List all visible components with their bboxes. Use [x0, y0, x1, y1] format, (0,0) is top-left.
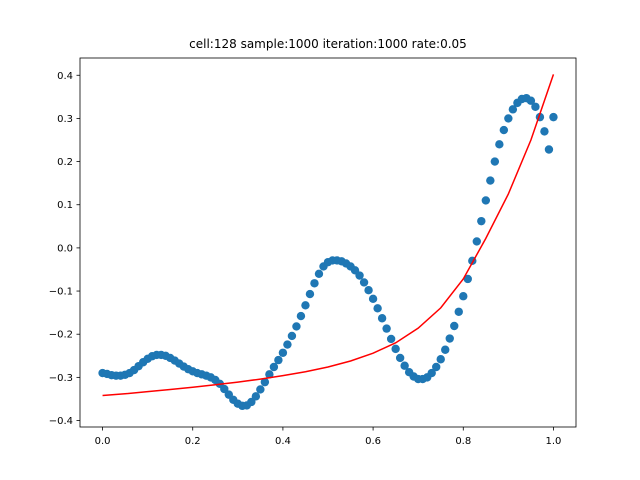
scatter-point — [314, 269, 324, 278]
y-tick-label: 0.0 — [57, 243, 73, 254]
scatter-point — [283, 340, 292, 349]
x-tick-label: 0.8 — [455, 436, 471, 447]
x-tick-label: 1.0 — [546, 436, 562, 447]
scatter-point — [269, 362, 279, 372]
scatter-point — [441, 345, 450, 354]
scatter-point — [359, 278, 369, 287]
x-tick-label: 0.0 — [95, 436, 111, 447]
x-tick-label: 0.4 — [275, 436, 291, 447]
scatter-point — [247, 397, 256, 407]
scatter-point — [490, 157, 500, 166]
scatter-point — [495, 140, 504, 149]
scatter-point — [463, 274, 472, 284]
scatter-point — [508, 105, 518, 114]
scatter-point — [301, 301, 310, 310]
y-tick-label: 0.1 — [57, 200, 73, 211]
y-tick-label: −0.3 — [49, 373, 73, 384]
scatter-point — [454, 307, 463, 316]
x-tick-label: 0.6 — [365, 436, 381, 447]
scatter-point — [287, 331, 297, 341]
y-tick-label: 0.4 — [57, 71, 73, 82]
x-tick-label: 0.2 — [185, 436, 201, 447]
scatter-point — [220, 384, 229, 394]
scatter-point — [391, 344, 400, 354]
scatter-point — [296, 311, 306, 321]
scatter-point — [459, 292, 468, 301]
scatter-point — [427, 368, 436, 378]
y-tick-label: −0.2 — [49, 330, 73, 341]
y-tick-label: −0.1 — [49, 287, 73, 298]
scatter-point — [274, 355, 283, 365]
scatter-point — [486, 176, 495, 185]
scatter-point — [540, 127, 549, 136]
scatter-point — [377, 314, 387, 323]
scatter-point — [472, 237, 481, 246]
scatter-point — [481, 196, 491, 205]
scatter-point — [364, 285, 373, 295]
scatter-point — [544, 145, 554, 154]
plot-area — [98, 74, 558, 411]
scatter-point — [368, 294, 378, 304]
scatter-point — [251, 392, 261, 401]
scatter-point — [504, 114, 513, 123]
scatter-point — [436, 355, 445, 364]
scatter-point — [386, 334, 396, 344]
scatter-point — [278, 348, 288, 357]
y-tick-label: −0.4 — [49, 416, 73, 427]
scatter-point — [256, 385, 265, 394]
axes: 0.0 0.2 0.4 0.6 0.8 1.0 −0.4 −0.3 −0.2 −0.1 0.0 0.1… — [49, 57, 577, 447]
scatter-point — [531, 102, 540, 111]
scatter-point — [310, 279, 319, 288]
scatter-point — [499, 125, 509, 135]
chart-title: cell:128 sample:1000 iteration:1000 rate… — [189, 37, 467, 51]
scatter-point — [549, 112, 558, 122]
scatter-point — [382, 324, 391, 333]
scatter-point — [432, 362, 441, 372]
scatter-point — [260, 377, 270, 387]
scatter-point — [373, 304, 382, 313]
scatter-point — [355, 271, 364, 280]
scatter-point — [305, 289, 315, 299]
y-tick-label: 0.3 — [57, 114, 73, 125]
plot-frame — [79, 57, 577, 428]
fit-line — [102, 74, 555, 397]
scatter-point — [450, 321, 459, 331]
scatter-point — [526, 96, 536, 105]
y-tick-label: 0.2 — [57, 157, 73, 168]
scatter-point — [265, 370, 274, 379]
scatter-point — [400, 361, 409, 370]
scatter-point — [445, 334, 454, 343]
scatter-point — [292, 322, 301, 331]
scatter-point — [395, 353, 405, 363]
scatter-point — [477, 216, 486, 226]
